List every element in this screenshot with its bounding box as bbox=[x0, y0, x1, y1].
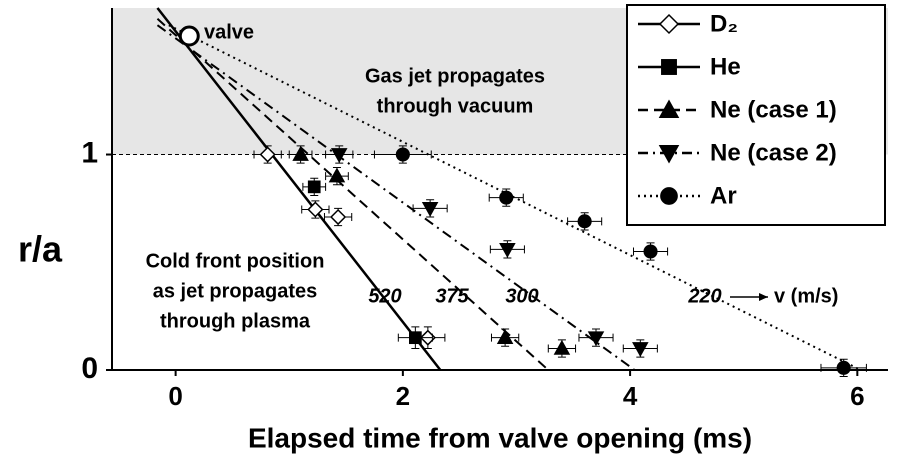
marker bbox=[395, 147, 410, 162]
speed-label: 300 bbox=[505, 285, 538, 307]
y-tick-label: 0 bbox=[81, 352, 98, 385]
marker bbox=[658, 99, 680, 118]
x-tick-label: 0 bbox=[168, 381, 182, 411]
marker bbox=[421, 202, 439, 217]
annotation: as jet propagates bbox=[153, 280, 318, 302]
marker bbox=[499, 242, 516, 258]
marker bbox=[661, 59, 677, 75]
marker bbox=[643, 244, 658, 259]
marker bbox=[577, 214, 592, 229]
valve-marker bbox=[178, 25, 200, 47]
fit-line bbox=[156, 7, 442, 371]
speed-label: 220 bbox=[687, 285, 721, 307]
valve-label: valve bbox=[204, 21, 254, 43]
annotation: through plasma bbox=[160, 310, 311, 332]
annotation: Cold front position bbox=[146, 250, 325, 272]
y-tick-label: 1 bbox=[81, 136, 98, 169]
marker bbox=[836, 360, 851, 375]
speed-unit: v (m/s) bbox=[774, 285, 838, 307]
y-axis-label: r/a bbox=[18, 229, 63, 270]
marker bbox=[307, 180, 321, 194]
marker bbox=[658, 13, 680, 35]
marker bbox=[307, 201, 324, 218]
legend-label: He bbox=[710, 53, 741, 80]
fit-line bbox=[156, 18, 549, 371]
marker bbox=[658, 145, 680, 164]
legend-label: Ar bbox=[710, 182, 737, 209]
marker bbox=[553, 339, 571, 355]
marker bbox=[292, 145, 309, 161]
marker bbox=[499, 190, 514, 205]
x-tick-label: 2 bbox=[396, 381, 410, 411]
marker bbox=[330, 208, 347, 226]
legend-label: Ne (case 1) bbox=[710, 96, 837, 123]
marker bbox=[259, 146, 276, 163]
speed-label: 520 bbox=[368, 285, 401, 307]
marker bbox=[330, 148, 348, 164]
fit-line bbox=[156, 24, 636, 371]
x-tick-label: 6 bbox=[850, 381, 864, 411]
speed-label: 375 bbox=[435, 285, 469, 307]
annotation: Gas jet propagates bbox=[365, 65, 545, 87]
marker bbox=[496, 329, 514, 345]
x-axis-label: Elapsed time from valve opening (ms) bbox=[248, 422, 752, 453]
annotation: through vacuum bbox=[377, 95, 534, 117]
marker bbox=[632, 342, 649, 357]
marker bbox=[328, 167, 346, 183]
arrow-head bbox=[759, 293, 768, 301]
legend-label: Ne (case 2) bbox=[710, 139, 837, 166]
marker bbox=[660, 187, 678, 205]
x-tick-label: 4 bbox=[623, 381, 638, 411]
marker bbox=[409, 331, 422, 345]
legend-label: D₂ bbox=[710, 10, 738, 37]
marker bbox=[587, 331, 605, 347]
